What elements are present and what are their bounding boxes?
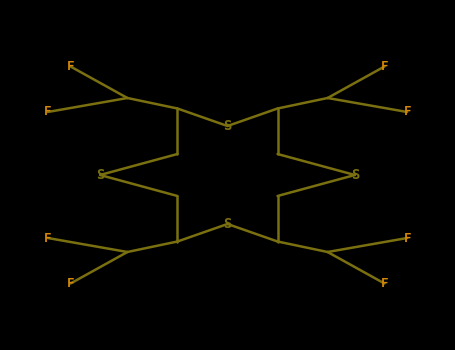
Text: S: S bbox=[351, 168, 359, 182]
Text: S: S bbox=[223, 119, 232, 133]
Text: S: S bbox=[96, 168, 104, 182]
Text: F: F bbox=[404, 231, 411, 245]
Text: F: F bbox=[381, 277, 388, 290]
Text: F: F bbox=[404, 105, 411, 119]
Text: F: F bbox=[67, 277, 74, 290]
Text: F: F bbox=[381, 60, 388, 73]
Text: S: S bbox=[223, 217, 232, 231]
Text: F: F bbox=[44, 231, 51, 245]
Text: F: F bbox=[44, 105, 51, 119]
Text: F: F bbox=[67, 60, 74, 73]
